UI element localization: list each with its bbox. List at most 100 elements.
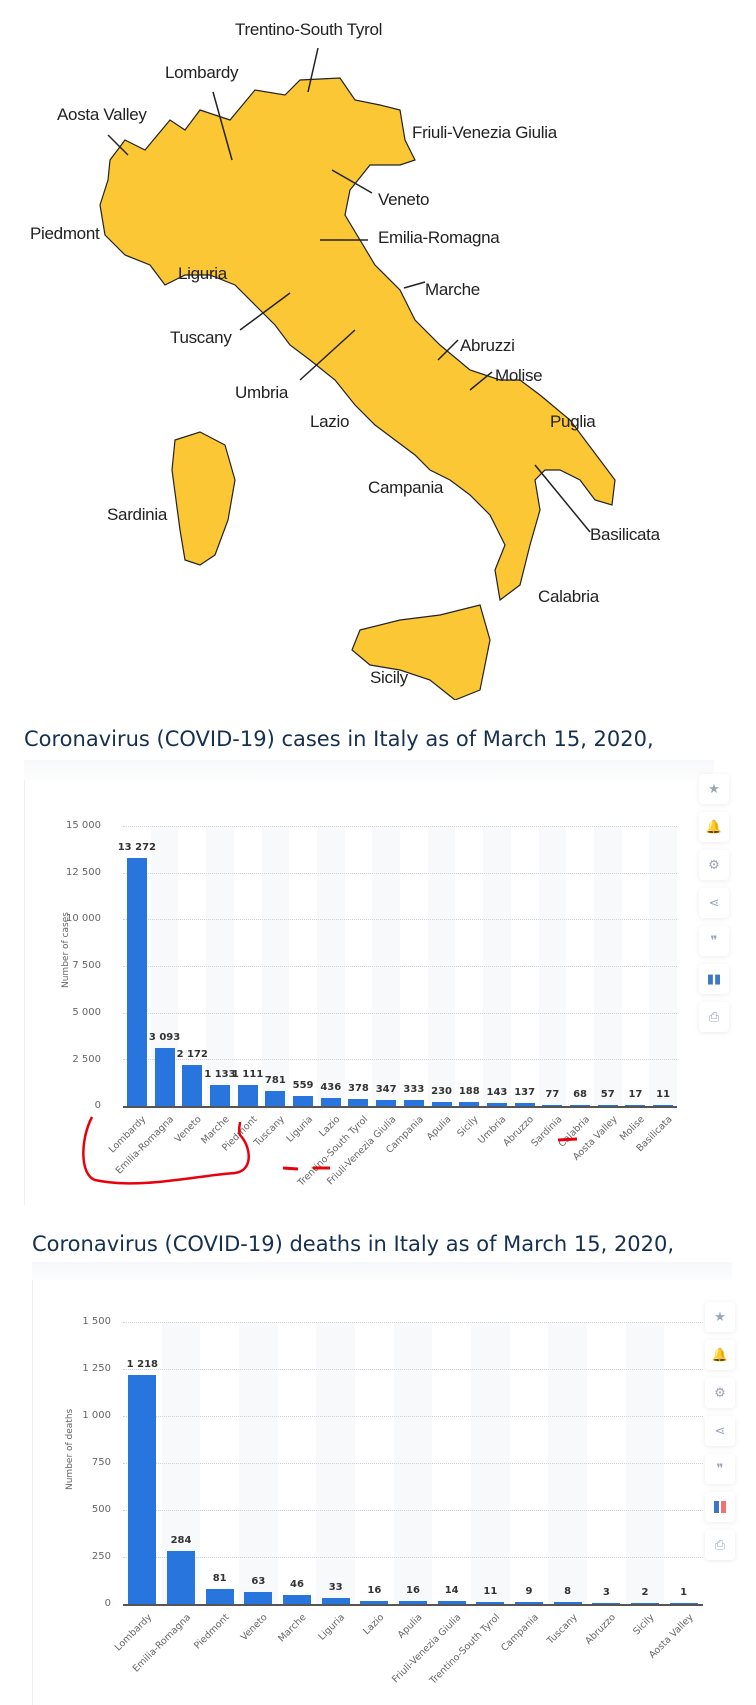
bar-lazio[interactable] — [360, 1600, 389, 1604]
gridline — [123, 1012, 677, 1014]
bar-apulia[interactable] — [431, 1101, 452, 1106]
bar-calabria[interactable] — [570, 1104, 590, 1106]
map-label-lazio: Lazio — [310, 412, 350, 431]
quote-icon[interactable]: ❞ — [705, 1454, 735, 1484]
map-label-marche: Marche — [425, 280, 480, 299]
deaths-chart-panel: Number of deaths 0 250 500 750 1 000 1 2… — [32, 1280, 735, 1705]
flag-icon[interactable] — [705, 1492, 735, 1522]
gridline — [123, 1510, 703, 1511]
x-tick-label: Lazio — [360, 1612, 387, 1638]
bar-marche[interactable] — [209, 1084, 230, 1106]
bar-sicily[interactable] — [459, 1102, 480, 1106]
gridline — [123, 1059, 677, 1061]
bar-tuscany[interactable] — [265, 1091, 286, 1106]
bar-value-label: 1 218 — [126, 1359, 158, 1371]
y-tick: 750 — [91, 1457, 111, 1468]
quote-icon[interactable]: ❞ — [699, 926, 729, 956]
bar-campania[interactable] — [403, 1099, 424, 1106]
bar-piedmont[interactable] — [237, 1085, 258, 1106]
map-label-aosta-valley: Aosta Valley — [57, 105, 147, 124]
bell-icon[interactable]: 🔔 — [699, 812, 729, 842]
flag-icon[interactable]: ▮▮ — [699, 964, 729, 994]
bar-emilia-romagna[interactable] — [167, 1550, 195, 1604]
map-label-sardinia: Sardinia — [107, 505, 167, 524]
share-icon[interactable]: ⋖ — [699, 888, 729, 918]
bar-veneto[interactable] — [244, 1592, 273, 1604]
gridline — [123, 1416, 703, 1417]
bar-value-label: 11 — [483, 1585, 498, 1597]
gear-icon[interactable]: ⚙ — [705, 1378, 735, 1408]
x-tick-label: Sicily — [631, 1612, 657, 1638]
bar-friuli-venezia-giulia[interactable] — [437, 1601, 466, 1604]
bar-lombardy[interactable] — [126, 858, 147, 1106]
bar-value-label: 16 — [367, 1584, 382, 1596]
star-icon[interactable]: ★ — [699, 774, 729, 804]
map-label-lombardy: Lombardy — [165, 63, 239, 82]
bar-trentino-south-tyrol[interactable] — [348, 1098, 369, 1106]
bar-emilia-romagna[interactable] — [154, 1048, 175, 1106]
bar-value-label: 9 — [525, 1586, 533, 1598]
bar-campania[interactable] — [515, 1602, 543, 1604]
bar-abruzzo[interactable] — [514, 1103, 535, 1106]
y-tick: 0 — [104, 1598, 111, 1609]
bar-value-label: 188 — [458, 1086, 480, 1098]
y-tick: 5 000 — [72, 1007, 101, 1018]
map-label-campania: Campania — [368, 478, 444, 497]
share-icon[interactable]: ⋖ — [705, 1416, 735, 1446]
map-label-puglia: Puglia — [550, 412, 596, 431]
x-tick-label: Liguria — [316, 1612, 348, 1643]
bar-trentino-south-tyrol[interactable] — [476, 1601, 505, 1604]
y-tick: 7 500 — [72, 960, 101, 971]
bar-value-label: 81 — [212, 1572, 227, 1584]
bar-piedmont[interactable] — [205, 1588, 234, 1604]
y-tick: 2 500 — [72, 1054, 101, 1065]
bar-umbria[interactable] — [486, 1103, 507, 1106]
bar-aosta-valley[interactable] — [669, 1603, 698, 1604]
print-icon[interactable]: ⎙ — [699, 1002, 729, 1032]
bar-liguria[interactable] — [293, 1095, 313, 1106]
x-tick-label: Trentino-South Tyrol — [427, 1612, 503, 1687]
bar-veneto[interactable] — [182, 1065, 203, 1106]
gear-icon[interactable]: ⚙ — [699, 850, 729, 880]
map-label-basilicata: Basilicata — [590, 525, 660, 544]
bar-lombardy[interactable] — [128, 1375, 157, 1604]
bar-basilicata[interactable] — [653, 1105, 674, 1106]
print-icon[interactable]: ⎙ — [705, 1530, 735, 1560]
bar-tuscany[interactable] — [553, 1602, 582, 1604]
bar-value-label: 63 — [251, 1576, 266, 1588]
bar-value-label: 378 — [348, 1082, 369, 1094]
bar-aosta-valley[interactable] — [597, 1104, 618, 1106]
gridline — [123, 1557, 703, 1558]
bar-value-label: 2 — [641, 1587, 649, 1598]
x-axis-line — [123, 1106, 677, 1108]
deaths-chart-title: Coronavirus (COVID-19) deaths in Italy a… — [32, 1232, 675, 1256]
x-axis-line — [123, 1604, 703, 1606]
map-label-calabria: Calabria — [538, 587, 599, 606]
y-tick: 10 000 — [66, 913, 101, 924]
bar-marche[interactable] — [283, 1595, 311, 1604]
bar-molise[interactable] — [625, 1105, 646, 1106]
cases-plot-area: 13 272 Lombardy 3 093 Emilia-Romagna 2 172 Ve… — [107, 826, 677, 1189]
map-label-umbria: Umbria — [235, 383, 288, 402]
bar-friuli-venezia-giulia[interactable] — [376, 1099, 397, 1106]
gridline — [123, 872, 677, 874]
deaths-chart-toolbar: ★ 🔔 ⚙ ⋖ ❞ ⎙ — [705, 1302, 735, 1568]
bar-abruzzo[interactable] — [592, 1603, 621, 1604]
bar-liguria[interactable] — [321, 1597, 350, 1604]
bar-apulia[interactable] — [399, 1600, 427, 1604]
bar-lazio[interactable] — [320, 1097, 341, 1106]
x-tick-label: Campania — [499, 1612, 541, 1654]
x-tick-label: Tuscany — [544, 1612, 580, 1647]
bar-value-label: 14 — [444, 1585, 459, 1597]
x-tick-label: Marche — [276, 1612, 309, 1645]
x-tick-label: Veneto — [238, 1612, 271, 1644]
italy-regions-map: Trentino-South Tyrol Lombardy Aosta Vall… — [0, 0, 756, 700]
bar-value-label: 68 — [573, 1088, 587, 1100]
bar-value-label: 46 — [290, 1579, 304, 1591]
bar-sardinia[interactable] — [542, 1104, 563, 1106]
bell-icon[interactable]: 🔔 — [705, 1340, 735, 1370]
bar-sicily[interactable] — [631, 1603, 659, 1604]
star-icon[interactable]: ★ — [705, 1302, 735, 1332]
bar-value-label: 143 — [486, 1087, 508, 1099]
y-tick: 12 500 — [66, 867, 101, 878]
